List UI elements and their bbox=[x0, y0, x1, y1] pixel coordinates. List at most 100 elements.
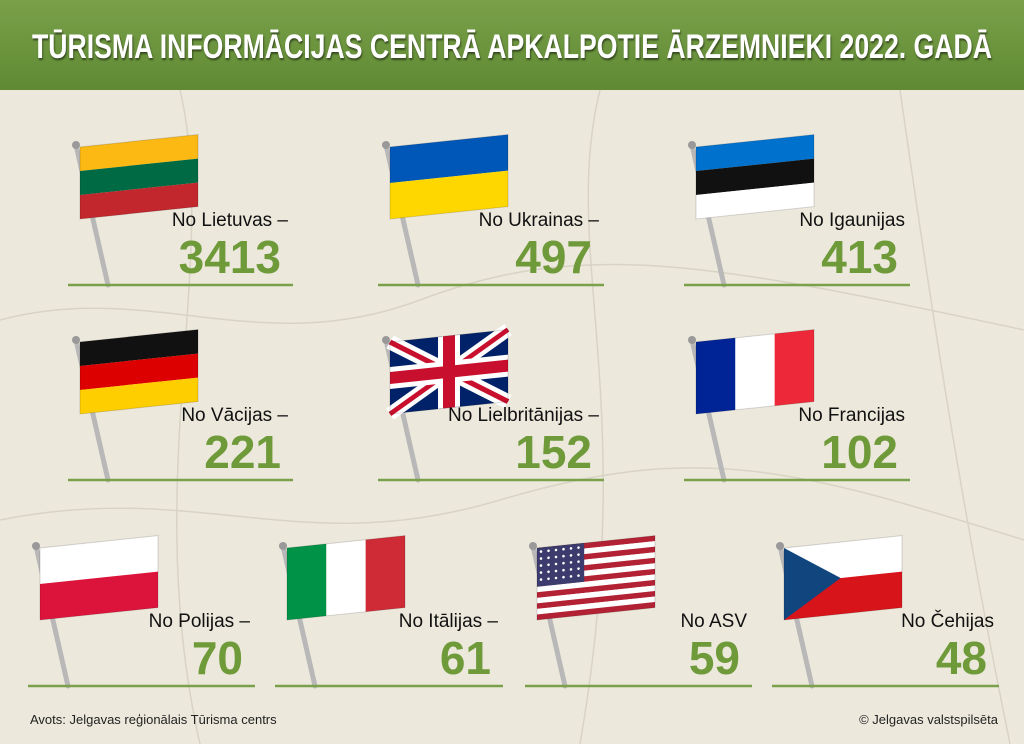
flag-outline bbox=[39, 535, 159, 621]
flag-stripe bbox=[390, 134, 508, 183]
flag-stripe bbox=[365, 535, 405, 612]
flag-star bbox=[547, 563, 550, 567]
flag-stripe bbox=[696, 134, 814, 171]
flag-star bbox=[569, 575, 573, 578]
items: No Lietuvas –3413 No Ukrainas –497 No Igau… bbox=[28, 134, 999, 689]
header-band bbox=[0, 0, 1024, 90]
flag-star bbox=[562, 547, 565, 551]
item: No Itālijas –61 bbox=[275, 535, 503, 689]
item: No Vācijas –221 bbox=[68, 329, 293, 483]
flag-star bbox=[539, 550, 543, 553]
flag-star bbox=[554, 555, 558, 559]
flag-stripe bbox=[537, 585, 655, 604]
flag-stripe bbox=[537, 602, 655, 621]
flag-star bbox=[569, 561, 573, 564]
pole-knob bbox=[382, 336, 390, 344]
flag-star bbox=[562, 561, 565, 565]
flag-star bbox=[554, 569, 558, 573]
flag-stripe bbox=[80, 134, 198, 171]
flag bbox=[39, 535, 159, 621]
flag-stripe bbox=[40, 535, 158, 584]
flag-stripe bbox=[696, 337, 736, 414]
flag-star bbox=[547, 549, 550, 553]
flag-outline bbox=[695, 134, 815, 220]
flag-outline bbox=[79, 329, 199, 415]
flag-stripe bbox=[735, 333, 775, 410]
label: No ASV bbox=[680, 611, 747, 632]
pole-knob bbox=[529, 542, 537, 550]
pole-knob bbox=[776, 542, 784, 550]
flag-star bbox=[554, 562, 558, 566]
flag-outline bbox=[286, 535, 406, 621]
pole-knob bbox=[688, 141, 696, 149]
flag-star bbox=[569, 554, 573, 557]
credit: © Jelgavas valstspilsēta bbox=[859, 712, 999, 727]
flag-stripe bbox=[287, 543, 327, 620]
flag-stripe bbox=[80, 182, 198, 219]
flag-star bbox=[539, 578, 543, 581]
flag-stripe bbox=[390, 170, 508, 219]
flag-star bbox=[547, 577, 550, 581]
flag-stripe bbox=[326, 539, 366, 616]
flag-stripe bbox=[696, 158, 814, 195]
flag-stripe bbox=[80, 377, 198, 414]
flag-stripe bbox=[537, 596, 655, 615]
item: No Ukrainas –497 bbox=[378, 134, 604, 288]
flag bbox=[536, 535, 656, 621]
flag-canton bbox=[537, 543, 585, 587]
flag-star bbox=[547, 570, 550, 574]
flag bbox=[695, 329, 815, 415]
flag-stripe bbox=[537, 574, 655, 593]
flag-star bbox=[562, 554, 565, 558]
flag-outline bbox=[536, 535, 656, 621]
flag-outline bbox=[783, 535, 903, 621]
flag-stripe bbox=[80, 158, 198, 195]
flag-stripe bbox=[80, 353, 198, 390]
flag bbox=[783, 535, 903, 621]
flag-star bbox=[577, 567, 580, 570]
label: No Igaunijas bbox=[799, 210, 905, 231]
flag-star bbox=[539, 564, 543, 567]
flag-star bbox=[539, 571, 543, 574]
label: No Ukrainas – bbox=[479, 210, 600, 231]
flag-star bbox=[577, 574, 580, 577]
flag-stripe bbox=[696, 182, 814, 219]
flag bbox=[695, 134, 815, 220]
pole-knob bbox=[72, 141, 80, 149]
flag-star bbox=[569, 568, 573, 571]
flag-star bbox=[539, 557, 543, 560]
flag bbox=[79, 329, 199, 415]
flag-star bbox=[577, 560, 580, 563]
flag-outline bbox=[695, 329, 815, 415]
label: No Vācijas – bbox=[181, 405, 288, 426]
flag bbox=[386, 324, 512, 420]
value: 59 bbox=[689, 632, 740, 684]
flag-star bbox=[562, 575, 565, 579]
label: No Lielbritānijas – bbox=[448, 405, 599, 426]
flag-stripe bbox=[80, 329, 198, 366]
flag bbox=[286, 535, 406, 621]
value: 413 bbox=[821, 231, 898, 283]
pole-knob bbox=[72, 336, 80, 344]
flag-outline bbox=[389, 134, 509, 220]
value: 102 bbox=[821, 426, 898, 478]
flag-star bbox=[554, 576, 558, 580]
pole-knob bbox=[382, 141, 390, 149]
flag-star bbox=[562, 568, 565, 572]
flag-cross bbox=[390, 335, 508, 409]
flag-star bbox=[577, 546, 580, 549]
flag-stripe bbox=[774, 329, 814, 406]
label: No Čehijas bbox=[901, 610, 994, 632]
flag-outline bbox=[389, 329, 509, 415]
flag-stripe bbox=[537, 579, 655, 598]
item: No Polijas –70 bbox=[28, 535, 255, 689]
flag-stripe bbox=[40, 571, 158, 620]
value: 221 bbox=[204, 426, 281, 478]
value: 70 bbox=[192, 632, 243, 684]
label: No Francijas bbox=[798, 405, 905, 426]
value: 497 bbox=[515, 231, 592, 283]
